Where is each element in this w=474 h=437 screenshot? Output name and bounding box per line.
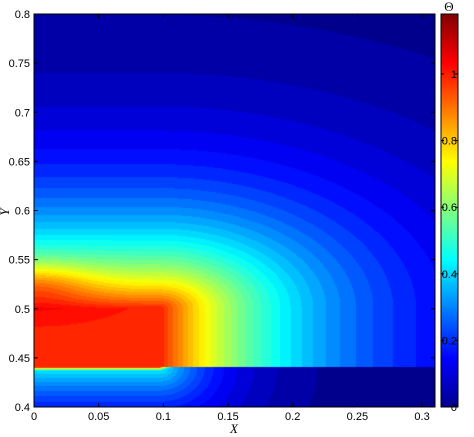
x-tick-label: 0.2: [285, 411, 300, 423]
y-tick-label: 0.55: [9, 255, 30, 267]
colorbar-tick-label: 0.4: [442, 269, 457, 281]
y-tick-label: 0.75: [9, 58, 30, 70]
x-axis-label: X: [229, 421, 239, 436]
y-axis-ticks: 0.4 0.45 0.5 0.55 0.6 0.65 0.7 0.75 0.8: [9, 9, 435, 414]
colorbar-ticks: 0 0.2 0.4 0.6 0.8 1: [441, 69, 458, 414]
colorbar-tick-label: 0.8: [442, 136, 457, 148]
y-axis-label: Y: [0, 207, 12, 216]
x-tick-label: 0.3: [414, 411, 429, 423]
colorbar-label: Θ: [444, 0, 453, 14]
colorbar-tick-label: 1: [451, 69, 457, 81]
heatmap-field: [34, 14, 435, 407]
x-tick-label: 0.25: [347, 411, 368, 423]
x-tick-label: 0.1: [156, 411, 171, 423]
y-tick-label: 0.6: [15, 206, 30, 218]
y-tick-label: 0.4: [15, 402, 30, 414]
plot-area: [33, 13, 436, 408]
y-tick-label: 0.5: [15, 304, 30, 316]
y-tick-label: 0.65: [9, 156, 30, 168]
y-tick-label: 0.8: [15, 9, 30, 21]
x-tick-label: 0.15: [217, 411, 238, 423]
x-tick-label: 0.05: [88, 411, 109, 423]
colorbar-tick-label: 0.2: [442, 335, 457, 347]
x-axis-ticks: 0 0.05 0.1 0.15 0.2 0.25 0.3: [31, 14, 430, 423]
colorbar-tick-label: 0: [451, 402, 457, 414]
x-tick-label: 0: [31, 411, 37, 423]
colorbar-tick-label: 0.6: [442, 202, 457, 214]
colorbar-gradient: [440, 13, 459, 408]
colorbar: 0 0.2 0.4 0.6 0.8 1 Θ: [440, 0, 459, 414]
y-tick-label: 0.7: [15, 107, 30, 119]
y-tick-label: 0.45: [9, 353, 30, 365]
